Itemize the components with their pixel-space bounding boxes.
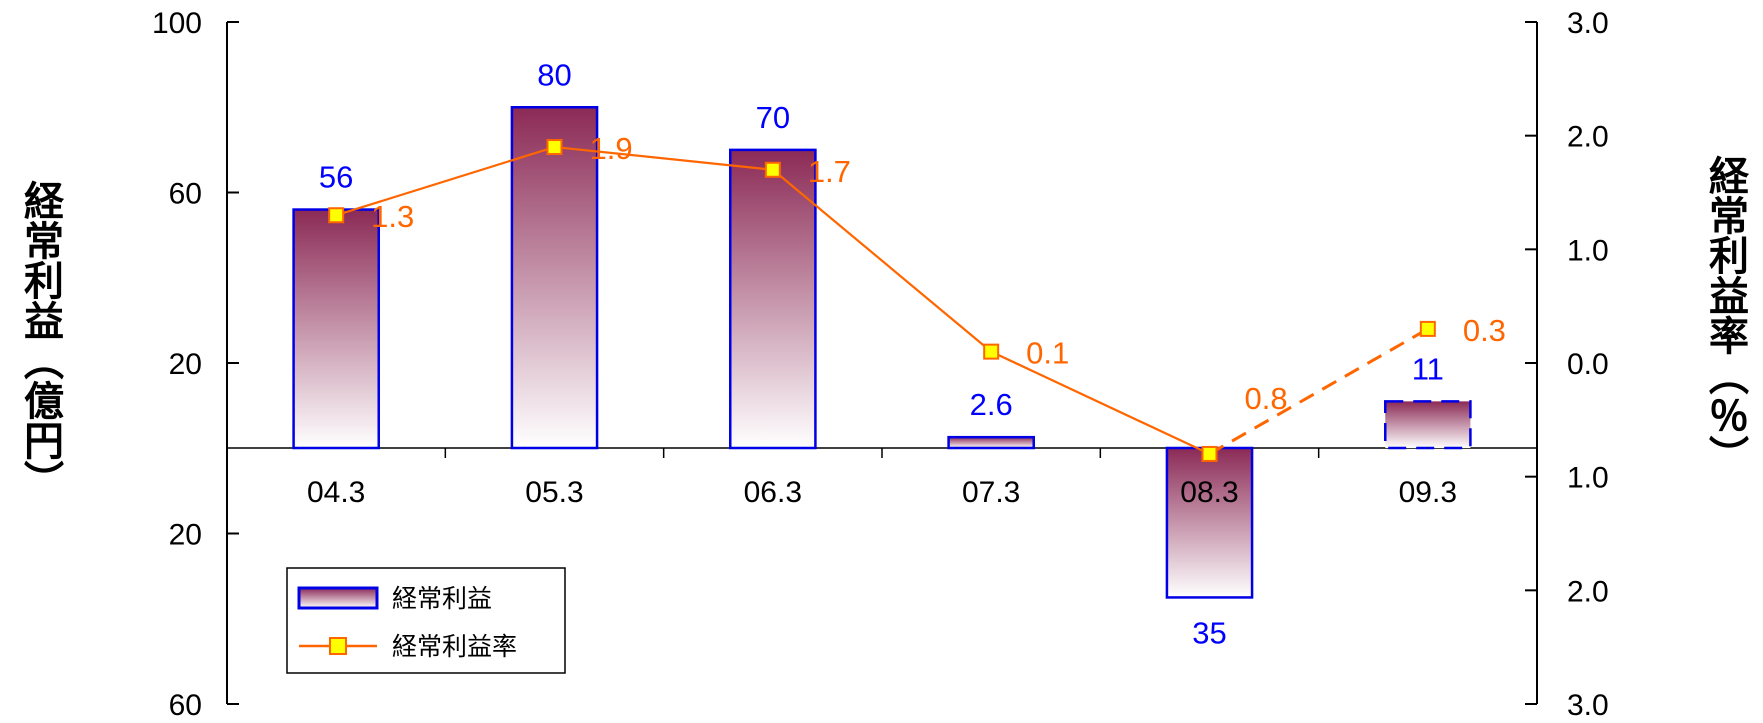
right-tick-label: 3.0 — [1567, 7, 1609, 40]
left-axis-title: 経常利益（億円） — [17, 180, 64, 500]
legend-bar-label: 経常利益 — [392, 584, 492, 613]
bar — [729, 148, 817, 450]
left-tick-label: 20 — [169, 519, 202, 552]
line-marker — [1201, 445, 1218, 462]
category-label: 07.3 — [962, 476, 1020, 509]
legend-box — [286, 567, 566, 674]
line-marker — [546, 139, 563, 156]
line-series — [328, 139, 1436, 462]
legend-line-label: 経常利益率 — [392, 632, 517, 661]
category-label: 06.3 — [744, 476, 802, 509]
bar-value-label: 35 — [1192, 615, 1226, 650]
line-marker — [1419, 320, 1436, 337]
line-segment — [772, 168, 992, 353]
legend-line-marker — [329, 637, 347, 655]
category-label: 05.3 — [525, 476, 583, 509]
line-segment — [1208, 327, 1429, 456]
right-tick-label: 1.0 — [1567, 234, 1609, 267]
line-marker — [328, 207, 345, 224]
legend-bar-swatch — [297, 586, 379, 610]
left-tick-label: 20 — [169, 348, 202, 381]
line-segment — [335, 145, 555, 217]
right-tick-label: 2.0 — [1567, 575, 1609, 608]
bar — [1384, 400, 1472, 450]
bar — [510, 106, 599, 450]
left-tick-label: 100 — [152, 7, 202, 40]
line-value-label: 1.7 — [808, 154, 851, 189]
line-segment — [554, 145, 773, 171]
line-value-label: 0.3 — [1463, 313, 1506, 348]
bar — [292, 208, 380, 450]
category-label: 04.3 — [307, 476, 365, 509]
bar — [947, 435, 1035, 450]
bar-value-label: 56 — [319, 160, 353, 195]
category-label: 08.3 — [1180, 476, 1238, 509]
left-tick-label: 60 — [169, 689, 202, 722]
bar-value-label: 2.6 — [970, 387, 1013, 422]
bar-value-label: 70 — [756, 100, 790, 135]
bar-value-label: 80 — [537, 57, 571, 92]
line-value-label: 0.8 — [1245, 381, 1288, 416]
bar — [1165, 446, 1254, 599]
left-axis-ticks: 100 60 20 20 60 — [152, 7, 239, 722]
right-tick-label: 1.0 — [1567, 462, 1609, 495]
line-value-label: 1.9 — [590, 131, 633, 166]
line-value-label: 1.3 — [371, 199, 414, 234]
line-value-label: 0.1 — [1026, 336, 1069, 371]
bar-series — [292, 106, 1472, 599]
bar-value-labels: 56 80 70 2.6 35 11 — [319, 57, 1444, 650]
line-value-labels: 1.3 1.9 1.7 0.1 0.8 0.3 — [371, 131, 1506, 416]
right-axis-ticks: 3.0 2.0 1.0 0.0 1.0 2.0 3.0 — [1525, 7, 1609, 722]
right-tick-label: 0.0 — [1567, 348, 1609, 381]
category-labels: 04.3 05.3 06.3 07.3 08.3 09.3 — [307, 476, 1457, 509]
category-label: 09.3 — [1399, 476, 1457, 509]
legend: 経常利益 経常利益率 — [286, 567, 566, 674]
bar-value-label: 11 — [1412, 351, 1444, 386]
line-marker — [983, 343, 1000, 360]
left-tick-label: 60 — [169, 178, 202, 211]
right-axis-title: 経常利益率（％） — [1702, 155, 1749, 475]
line-segment — [990, 350, 1210, 455]
right-tick-label: 3.0 — [1567, 689, 1609, 722]
right-tick-label: 2.0 — [1567, 121, 1609, 154]
category-ticks — [226, 448, 1538, 458]
line-marker — [764, 161, 781, 178]
